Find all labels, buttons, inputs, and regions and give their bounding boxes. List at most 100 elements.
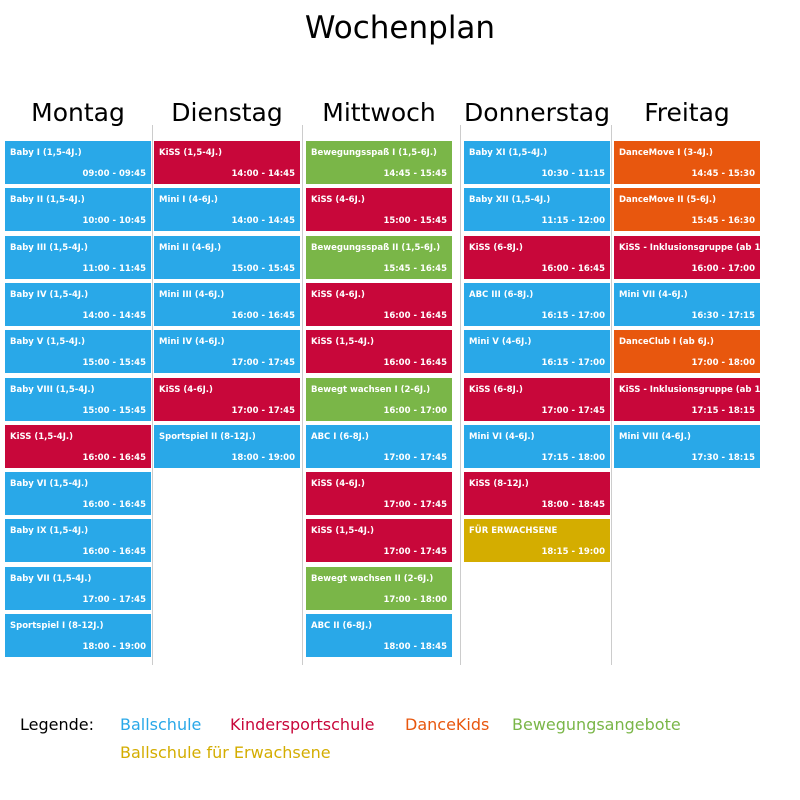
class-label: Baby IV (1,5-4J.) bbox=[10, 289, 89, 300]
class-entry: Baby VI (1,5-4J.) 16:00 - 16:45 bbox=[5, 472, 151, 516]
class-label: KiSS (4-6J.) bbox=[311, 479, 365, 490]
class-time: 16:00 - 16:45 bbox=[541, 263, 605, 274]
class-time: 17:00 - 17:45 bbox=[383, 452, 447, 463]
class-label: Baby XII (1,5-4J.) bbox=[469, 195, 551, 206]
class-label: DanceClub I (ab 6J.) bbox=[619, 337, 714, 348]
day-header: Montag bbox=[31, 98, 125, 127]
class-time: 16:00 - 16:45 bbox=[383, 358, 447, 369]
class-time: 17:00 - 17:45 bbox=[231, 405, 295, 416]
class-time: 18:00 - 18:45 bbox=[383, 642, 447, 652]
class-entry: ABC III (6-8J.) 16:15 - 17:00 bbox=[464, 282, 610, 326]
class-label: Baby XI (1,5-4J.) bbox=[469, 148, 548, 158]
class-label: Baby II (1,5-4J.) bbox=[10, 195, 85, 206]
class-time: 16:00 - 16:45 bbox=[231, 310, 295, 321]
day-header: Mittwoch bbox=[322, 98, 436, 127]
class-entry: Baby II (1,5-4J.) 10:00 - 10:45 bbox=[5, 188, 151, 232]
class-label: KiSS - Inklusionsgruppe (ab 10J.) bbox=[619, 384, 777, 395]
class-time: 18:00 - 18:45 bbox=[541, 500, 605, 511]
class-time: 15:45 - 16:30 bbox=[691, 216, 755, 227]
class-time: 16:00 - 17:00 bbox=[383, 405, 447, 416]
class-label: KiSS (6-8J.) bbox=[469, 242, 523, 253]
class-time: 16:30 - 17:15 bbox=[691, 310, 755, 321]
class-entry: Baby VII (1,5-4J.) 17:00 - 17:45 bbox=[5, 566, 151, 610]
class-label: Mini I (4-6J.) bbox=[159, 195, 218, 206]
class-entry: Baby VIII (1,5-4J.) 15:00 - 15:45 bbox=[5, 377, 151, 421]
class-entry: KiSS (6-8J.) 16:00 - 16:45 bbox=[464, 235, 610, 279]
class-entry: Baby V (1,5-4J.) 15:00 - 15:45 bbox=[5, 330, 151, 374]
class-time: 16:00 - 16:45 bbox=[82, 452, 146, 463]
class-entry: Baby IX (1,5-4J.) 16:00 - 16:45 bbox=[5, 519, 151, 563]
class-label: Baby III (1,5-4J.) bbox=[10, 242, 88, 253]
class-time: 15:45 - 16:45 bbox=[383, 263, 447, 274]
class-entry: KiSS (1,5-4J.) 14:00 - 14:45 bbox=[154, 141, 300, 184]
class-time: 17:00 - 17:45 bbox=[231, 358, 295, 369]
class-entry: Mini III (4-6J.) 16:00 - 16:45 bbox=[154, 282, 300, 326]
class-entry: Baby XI (1,5-4J.) 10:30 - 11:15 bbox=[464, 141, 610, 184]
class-time: 17:00 - 18:00 bbox=[383, 594, 447, 605]
class-entry: Baby IV (1,5-4J.) 14:00 - 14:45 bbox=[5, 282, 151, 326]
class-label: Bewegungsspaß II (1,5-6J.) bbox=[311, 242, 441, 253]
class-entry: KiSS - Inklusionsgruppe (ab 10J.) 16:00 -… bbox=[614, 235, 777, 279]
class-time: 18:15 - 19:00 bbox=[541, 547, 605, 558]
class-label: Baby VII (1,5-4J.) bbox=[10, 573, 92, 584]
class-entry: Mini I (4-6J.) 14:00 - 14:45 bbox=[154, 188, 300, 232]
class-entry: DanceClub I (ab 6J.) 17:00 - 18:00 bbox=[614, 330, 760, 374]
separator bbox=[611, 125, 612, 665]
class-entry: Bewegt wachsen I (2-6J.) 16:00 - 17:00 bbox=[306, 377, 452, 421]
class-time: 17:00 - 17:45 bbox=[541, 405, 605, 416]
class-label: KiSS (8-12J.) bbox=[469, 479, 529, 490]
class-entry: KiSS (4-6J.) 16:00 - 16:45 bbox=[306, 282, 452, 326]
legend-item: DanceKids bbox=[405, 715, 490, 734]
legend-item: Ballschule für Erwachsene bbox=[120, 743, 331, 762]
class-entry: Baby I (1,5-4J.) 09:00 - 09:45 bbox=[5, 141, 151, 184]
class-entry: ABC II (6-8J.) 18:00 - 18:45 bbox=[306, 614, 452, 657]
class-label: Mini II (4-6J.) bbox=[159, 242, 222, 253]
class-label: KiSS (6-8J.) bbox=[469, 384, 523, 395]
class-entry: KiSS (1,5-4J.) 16:00 - 16:45 bbox=[306, 330, 452, 374]
class-entry: Sportspiel II (8-12J.) 18:00 - 19:00 bbox=[154, 424, 300, 468]
class-entry: Baby XII (1,5-4J.) 11:15 - 12:00 bbox=[464, 188, 610, 232]
class-label: Baby VIII (1,5-4J.) bbox=[10, 384, 95, 395]
class-entry: Bewegungsspaß I (1,5-6J.) 14:45 - 15:45 bbox=[306, 141, 452, 184]
class-entry: KiSS (4-6J.) 15:00 - 15:45 bbox=[306, 188, 452, 232]
class-label: DanceMove I (3-4J.) bbox=[619, 148, 713, 158]
legend-label: Legende: bbox=[20, 715, 95, 734]
class-entry: Bewegungsspaß II (1,5-6J.) 15:45 - 16:45 bbox=[306, 235, 452, 279]
class-entry: Mini VI (4-6J.) 17:15 - 18:00 bbox=[464, 424, 610, 468]
class-label: FÜR ERWACHSENE bbox=[469, 526, 558, 537]
class-entry: FÜR ERWACHSENE 18:15 - 19:00 bbox=[464, 519, 610, 563]
class-label: KiSS (1,5-4J.) bbox=[311, 526, 374, 537]
class-label: Mini IV (4-6J.) bbox=[159, 337, 225, 348]
class-entry: KiSS (8-12J.) 18:00 - 18:45 bbox=[464, 472, 610, 516]
class-time: 10:00 - 10:45 bbox=[82, 216, 146, 227]
class-label: Mini VIII (4-6J.) bbox=[619, 431, 691, 442]
day-header: Dienstag bbox=[171, 98, 283, 127]
class-entry: KiSS (1,5-4J.) 16:00 - 16:45 bbox=[5, 424, 151, 468]
class-time: 09:00 - 09:45 bbox=[82, 169, 146, 179]
legend-item: Ballschule bbox=[120, 715, 202, 734]
class-label: ABC II (6-8J.) bbox=[311, 621, 373, 631]
class-entry: Mini VII (4-6J.) 16:30 - 17:15 bbox=[614, 282, 760, 326]
class-time: 15:00 - 15:45 bbox=[231, 263, 295, 274]
class-label: Baby VI (1,5-4J.) bbox=[10, 479, 89, 490]
class-label: KiSS (4-6J.) bbox=[311, 289, 365, 300]
class-time: 16:00 - 16:45 bbox=[82, 547, 146, 558]
class-entry: DanceMove II (5-6J.) 15:45 - 16:30 bbox=[614, 188, 760, 232]
class-time: 11:00 - 11:45 bbox=[82, 263, 146, 274]
class-time: 18:00 - 19:00 bbox=[231, 452, 295, 463]
class-label: Mini VII (4-6J.) bbox=[619, 289, 688, 300]
class-label: DanceMove II (5-6J.) bbox=[619, 195, 717, 206]
separator bbox=[460, 125, 461, 665]
day-header: Donnerstag bbox=[464, 98, 610, 127]
class-label: Mini V (4-6J.) bbox=[469, 337, 532, 348]
class-time: 16:15 - 17:00 bbox=[541, 310, 605, 321]
class-entry: ABC I (6-8J.) 17:00 - 17:45 bbox=[306, 424, 452, 468]
class-label: KiSS (1,5-4J.) bbox=[159, 148, 222, 158]
class-time: 14:45 - 15:45 bbox=[383, 169, 447, 179]
class-label: Baby IX (1,5-4J.) bbox=[10, 526, 89, 537]
class-time: 14:00 - 14:45 bbox=[231, 169, 295, 179]
class-label: Baby I (1,5-4J.) bbox=[10, 148, 82, 158]
class-label: KiSS - Inklusionsgruppe (ab 10J.) bbox=[619, 242, 777, 253]
class-time: 16:00 - 16:45 bbox=[383, 310, 447, 321]
